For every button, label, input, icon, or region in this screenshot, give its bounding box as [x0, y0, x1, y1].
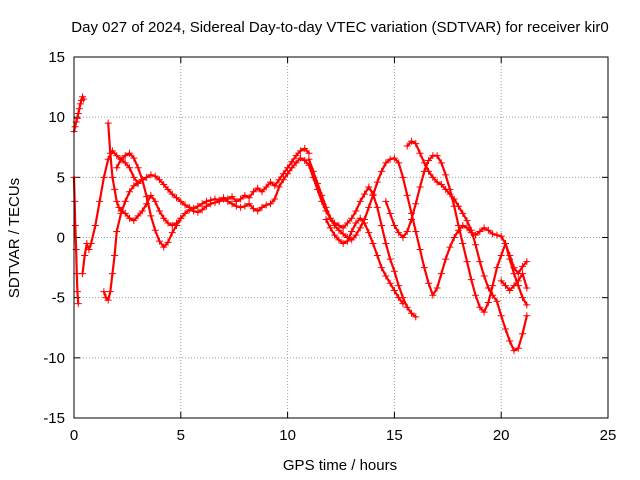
series-track-4 [100, 144, 313, 304]
x-tick-label: 20 [493, 427, 510, 444]
data-points [70, 93, 531, 355]
series-track-9 [403, 137, 531, 355]
series-trace [107, 122, 417, 319]
series-trace [324, 217, 405, 305]
y-tick-label: -15 [43, 410, 65, 427]
y-tick-label: 10 [48, 109, 65, 126]
series-trace [81, 149, 140, 275]
series-trace [102, 147, 311, 302]
series-trace [115, 152, 182, 249]
y-axis-label: SDTVAR / TECUs [6, 178, 23, 298]
y-tick-label: 0 [57, 230, 65, 247]
series-track-5 [104, 119, 420, 321]
series-track-1 [70, 93, 88, 136]
series-trace [307, 156, 528, 306]
x-tick-label: 10 [279, 427, 296, 444]
series-track-7 [305, 154, 531, 309]
series-trace [72, 95, 85, 133]
x-tick-label: 0 [70, 427, 78, 444]
series-trace [384, 154, 528, 314]
series-trace [72, 176, 80, 305]
x-axis-label: GPS time / hours [283, 457, 397, 474]
x-tick-label: 5 [177, 427, 185, 444]
series-track-11 [497, 270, 531, 294]
chart-title: Day 027 of 2024, Sidereal Day-to-day VTE… [71, 19, 608, 36]
series-track-3 [79, 147, 142, 278]
y-tick-label: 15 [48, 49, 65, 66]
series-track-8 [382, 152, 531, 316]
series-trace [406, 140, 528, 352]
y-tick-label: 5 [57, 169, 65, 186]
grid-lines [74, 57, 608, 418]
plot-frame [73, 56, 609, 419]
series-track-10 [322, 214, 407, 308]
x-tick-label: 25 [600, 427, 617, 444]
axis-ticks: 0 5 10 15 20 25 -15 -10 -5 0 5 10 15 [43, 49, 616, 444]
series-track-2 [70, 173, 82, 308]
y-tick-label: -10 [43, 350, 65, 367]
series-trace [500, 272, 528, 292]
x-tick-label: 15 [386, 427, 403, 444]
series-track-6 [113, 149, 185, 251]
y-tick-label: -5 [52, 290, 65, 307]
